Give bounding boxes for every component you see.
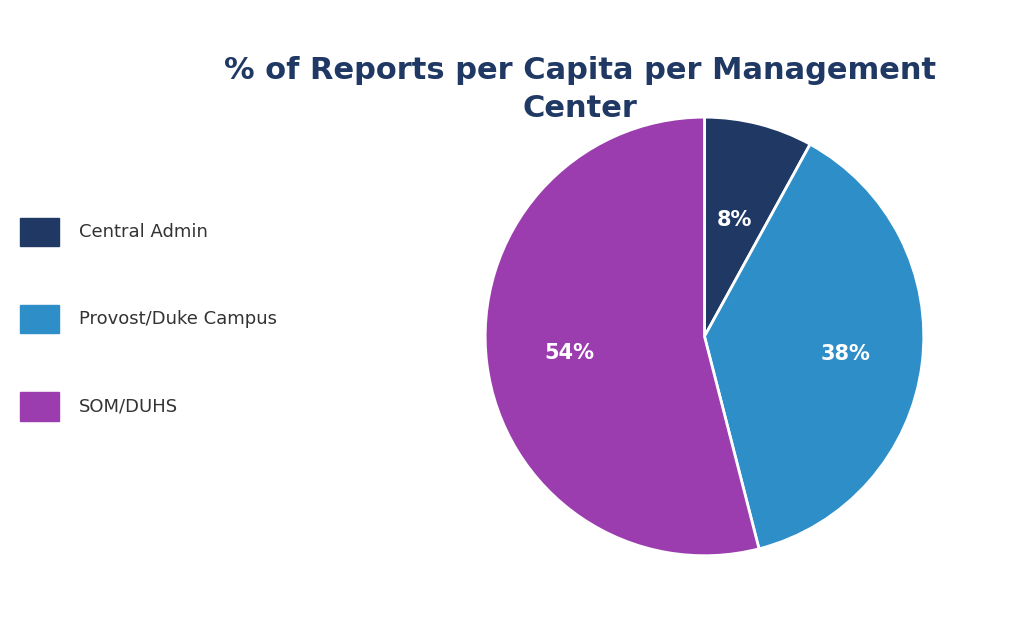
Text: 8%: 8% [717, 209, 752, 230]
Text: SOM/DUHS: SOM/DUHS [79, 397, 178, 416]
Text: Central Admin: Central Admin [79, 223, 207, 241]
Wedge shape [704, 145, 924, 549]
Text: Provost/Duke Campus: Provost/Duke Campus [79, 310, 277, 328]
Wedge shape [704, 117, 810, 336]
Text: 38%: 38% [821, 345, 871, 364]
Wedge shape [485, 117, 759, 556]
Bar [20, 392, 59, 421]
Bar [20, 305, 59, 333]
Bar [20, 218, 59, 246]
Text: % of Reports per Capita per Management
Center: % of Reports per Capita per Management C… [224, 56, 937, 123]
Text: 54%: 54% [545, 343, 595, 363]
